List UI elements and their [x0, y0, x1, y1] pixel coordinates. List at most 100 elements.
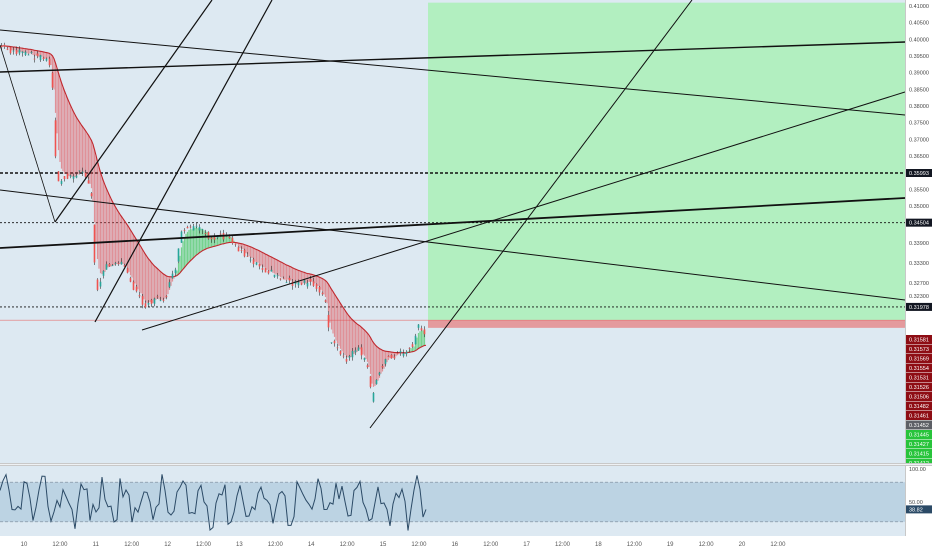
candle-body: [168, 282, 171, 288]
price-level-badge-label: 0.35993: [909, 171, 929, 177]
stop-price-badge-label: 0.31569: [909, 357, 929, 363]
candle-body: [324, 300, 327, 302]
candle-body: [213, 235, 216, 240]
price-tick-label: 0.40000: [909, 37, 929, 43]
time-tick-label: 12:00: [340, 542, 356, 548]
candle-body: [27, 54, 30, 56]
candle-body: [210, 237, 213, 240]
oscillator-mid-label: 50.00: [909, 500, 923, 506]
candle-body: [60, 180, 63, 184]
target-price-badge-label: 0.31412: [909, 461, 929, 463]
price-scale: 0.41000 0.40500 0.40000 0.39500 0.39000 0.385…: [906, 4, 932, 463]
candle-body: [402, 353, 405, 356]
trend-line[interactable]: [141, 91, 905, 331]
candle-body: [312, 281, 315, 286]
time-tick-label: 12: [164, 542, 171, 548]
candle-body: [423, 329, 426, 335]
candle-body: [258, 263, 261, 267]
candle-body: [291, 281, 294, 286]
candle-body: [150, 299, 153, 304]
stop-price-badge: [906, 392, 932, 401]
price-tick-label: 0.33900: [909, 241, 929, 247]
time-tick-label: 12:00: [268, 542, 284, 548]
trend-line[interactable]: [369, 0, 693, 429]
target-price-badge: [906, 430, 932, 439]
candle-body: [192, 226, 195, 231]
candle-body: [342, 355, 345, 357]
oscillator-pane[interactable]: [0, 466, 905, 536]
trend-line[interactable]: [0, 197, 905, 249]
candle-body: [234, 243, 237, 245]
oscillator-chart[interactable]: [0, 466, 905, 536]
stop-price-badge: [906, 411, 932, 420]
candle-body: [201, 229, 204, 231]
candle-body: [276, 275, 279, 277]
candle-body: [279, 278, 282, 280]
candle-body: [252, 259, 255, 265]
trend-line[interactable]: [94, 0, 273, 323]
stop-price-badge-label: 0.31461: [909, 414, 929, 420]
time-tick-label: 12:00: [699, 542, 715, 548]
price-level-badge: [906, 218, 932, 227]
time-axis[interactable]: 10 12:00 11 12:00 12 12:00 13 12:00 14 12:00 15 12:…: [0, 536, 905, 550]
candle-body: [414, 335, 417, 345]
price-chart-pane[interactable]: [0, 0, 905, 463]
candle-body: [36, 53, 39, 57]
price-level-badge-label: 0.31978: [909, 305, 929, 311]
candle-body: [120, 261, 123, 265]
stop-price-badge: [906, 382, 932, 392]
candle-body: [57, 171, 60, 182]
trend-line[interactable]: [0, 189, 905, 301]
price-tick-label: 0.36500: [909, 154, 929, 160]
candle-body: [411, 344, 414, 347]
candle-body: [339, 351, 342, 355]
candle-body: [231, 237, 234, 244]
price-axis[interactable]: 0.41000 0.40500 0.40000 0.39500 0.39000 0.385…: [905, 0, 932, 463]
candle-body: [327, 314, 330, 328]
pane-separator[interactable]: [0, 463, 932, 466]
trend-line[interactable]: [0, 41, 905, 73]
candle-body: [261, 268, 264, 270]
price-chart[interactable]: [0, 0, 905, 463]
trend-line[interactable]: [54, 0, 213, 223]
candle-body: [408, 347, 411, 349]
target-price-badge-label: 0.31415: [909, 452, 929, 458]
oscillator-axis[interactable]: 100.00 50.00 38.82: [905, 466, 932, 536]
trend-line[interactable]: [0, 44, 56, 223]
candle-body: [333, 340, 336, 344]
candle-body: [375, 379, 378, 385]
price-tick-label: 0.37500: [909, 121, 929, 127]
price-tick-label: 0.32700: [909, 281, 929, 287]
candle-body: [372, 392, 375, 402]
candle-body: [315, 284, 318, 289]
candle-body: [399, 350, 402, 353]
time-tick-label: 10: [21, 542, 28, 548]
stop-price-badge: [906, 344, 932, 354]
candle-body: [177, 248, 180, 262]
candle-body: [33, 58, 36, 60]
time-tick-label: 12:00: [483, 542, 499, 548]
stop-price-badge-label: 0.31554: [909, 366, 929, 372]
oscillator-value-badge: [906, 505, 932, 514]
target-price-badge: [906, 449, 932, 458]
candle-body: [282, 278, 285, 280]
candle-body: [378, 372, 381, 375]
candle-body: [195, 225, 198, 227]
trend-line[interactable]: [0, 29, 905, 116]
price-tick-label: 0.35000: [909, 204, 929, 210]
candle-body: [63, 176, 66, 179]
candle-body: [255, 262, 258, 265]
candle-body: [111, 265, 114, 267]
candle-body: [336, 347, 339, 349]
candle-body: [264, 268, 267, 273]
candle-body: [114, 262, 117, 264]
candle-body: [132, 281, 135, 290]
time-tick-label: 12:00: [555, 542, 571, 548]
price-tick-label: 0.35500: [909, 187, 929, 193]
candle-body: [24, 51, 27, 55]
price-tick-label: 0.39000: [909, 71, 929, 77]
time-tick-label: 12:00: [770, 542, 786, 548]
candle-body: [348, 356, 351, 358]
candle-body: [306, 282, 309, 287]
long-position-stop-zone[interactable]: [428, 320, 905, 328]
